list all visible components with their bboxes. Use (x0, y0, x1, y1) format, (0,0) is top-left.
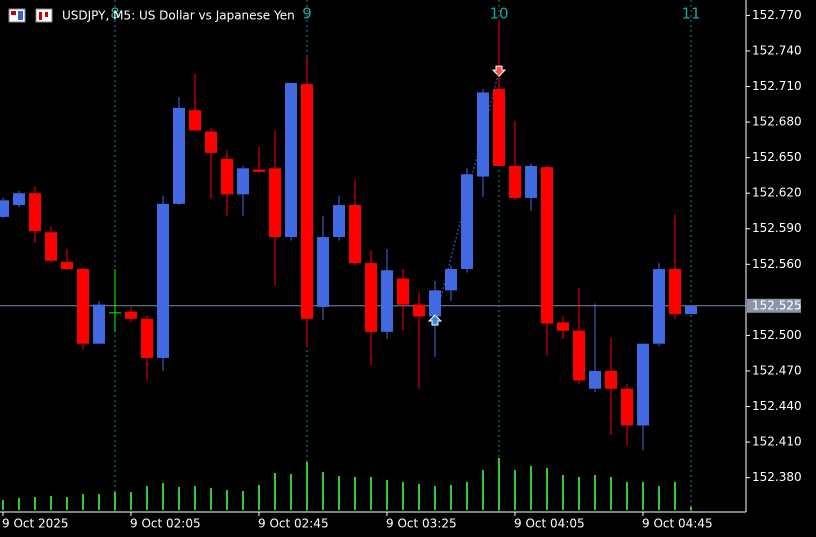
candle-body (173, 107, 185, 204)
flag-icon-part (18, 11, 23, 20)
candle-body (157, 203, 169, 358)
candle-body (445, 269, 457, 291)
candle-body (637, 343, 649, 426)
chart-icon-part (45, 12, 48, 17)
x-tick-label: 9 Oct 02:45 (258, 517, 329, 531)
y-tick-label: 152.680 (752, 115, 802, 129)
candle-body (413, 304, 425, 317)
y-tick-label: 152.380 (752, 470, 802, 484)
candle-body (509, 165, 521, 198)
candle-body (477, 92, 489, 177)
candle-body (29, 193, 41, 232)
trade-line (434, 70, 500, 321)
current-price-tag (747, 298, 801, 313)
x-tick-label: 9 Oct 02:05 (130, 517, 201, 531)
candle-body (349, 205, 361, 264)
candle-body (381, 270, 393, 332)
candle-body (525, 165, 537, 198)
candle-body (317, 237, 329, 307)
candle-body (429, 290, 441, 317)
candle-body (653, 269, 665, 344)
candle-body (589, 370, 601, 389)
candle-body (93, 304, 105, 344)
flag-icon-part (11, 11, 16, 15)
y-tick-label: 152.560 (752, 257, 802, 271)
y-tick-label: 152.440 (752, 399, 802, 413)
y-tick-label: 152.410 (752, 435, 802, 449)
candle-body (221, 158, 233, 195)
candle-body (605, 370, 617, 389)
candle-body (333, 205, 345, 238)
y-tick-label: 152.590 (752, 221, 802, 235)
candle-body (541, 167, 553, 324)
x-tick-label: 9 Oct 2025 (2, 517, 69, 531)
chart-icon-part (39, 12, 42, 20)
candle-body (365, 263, 377, 332)
symbol-icons (8, 8, 53, 23)
candle-body (301, 84, 313, 319)
candle-body (397, 278, 409, 305)
x-tick-label: 9 Oct 03:25 (386, 517, 457, 531)
candle-body (13, 193, 25, 206)
x-tick-label: 9 Oct 04:05 (514, 517, 585, 531)
candle-body (685, 305, 697, 315)
candle-body (557, 322, 569, 331)
y-tick-label: 152.470 (752, 363, 802, 377)
candle-body (285, 82, 297, 238)
candle-body (45, 232, 57, 261)
y-tick-label: 152.770 (752, 8, 802, 22)
chart-icon (35, 8, 53, 23)
x-tick-label: 9 Oct 04:45 (642, 517, 713, 531)
separator-label: 11 (681, 5, 700, 23)
candle-body (205, 131, 217, 153)
candle-body (237, 168, 249, 195)
candle-body (125, 311, 137, 319)
candle-body (189, 110, 201, 131)
separator-label: 9 (302, 5, 312, 23)
candle-body (61, 261, 73, 270)
candle-body (669, 269, 681, 315)
candle-body (0, 200, 9, 217)
y-tick-label: 152.620 (752, 186, 802, 200)
current-price-label: 152.525 (752, 298, 802, 312)
candle-body (621, 388, 633, 426)
candle-body (269, 168, 281, 238)
y-tick-label: 152.500 (752, 328, 802, 342)
candle-body (253, 169, 265, 172)
separator-label: 10 (489, 5, 508, 23)
candle-body (573, 330, 585, 381)
candle-body (461, 174, 473, 270)
candle-body (493, 88, 505, 166)
candle-body (141, 318, 153, 358)
y-tick-label: 152.740 (752, 43, 802, 57)
separator-label: 8 (110, 5, 120, 23)
candle-body (77, 269, 89, 344)
chart-title: USDJPY, M5: US Dollar vs Japanese Yen (62, 9, 295, 23)
y-tick-label: 152.710 (752, 79, 802, 93)
y-tick-label: 152.650 (752, 150, 802, 164)
